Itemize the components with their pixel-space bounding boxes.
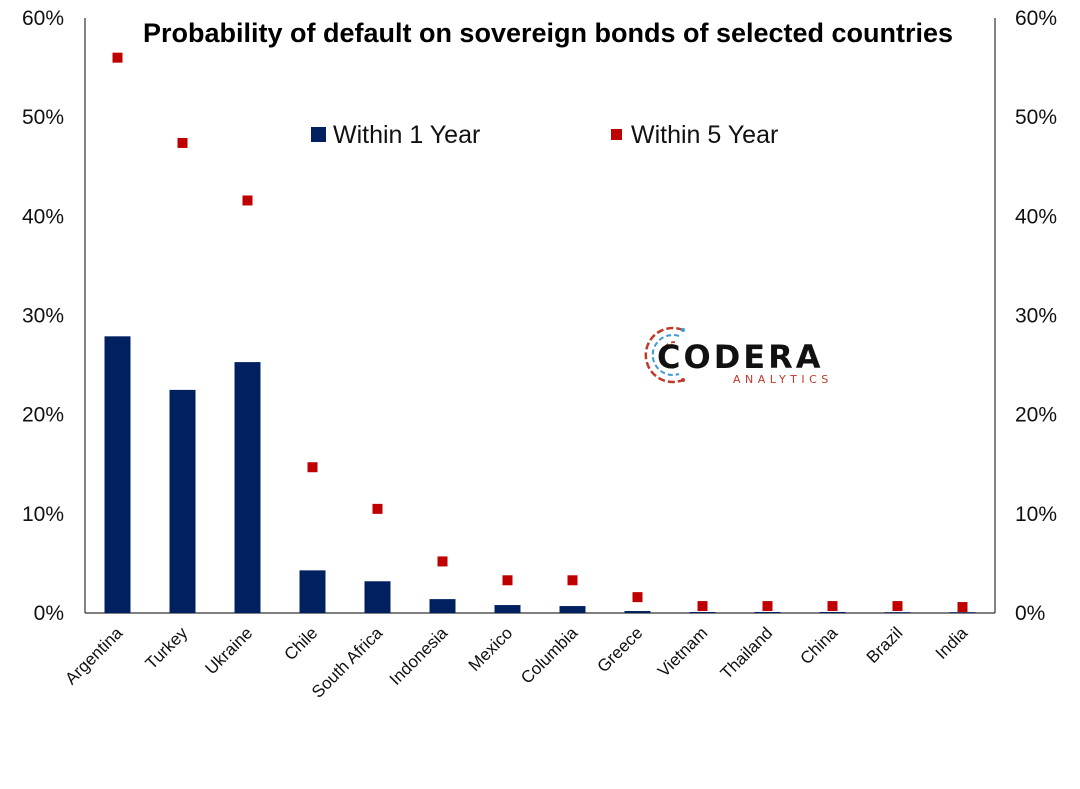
category-label: Argentina (61, 623, 126, 688)
category-label: Thailand (717, 623, 777, 683)
left-axis-ticks: 0% 10% 20% 30% 40% 50% 60% (22, 7, 64, 625)
bar (364, 581, 391, 613)
category-label: Mexico (465, 623, 517, 675)
codera-logo: CODERA ANALYTICS (644, 326, 833, 386)
y-tick-label: 20% (22, 404, 64, 427)
y-tick-label: 30% (22, 305, 64, 328)
marker-point (632, 592, 643, 603)
category-label: Indonesia (386, 623, 452, 689)
y2-tick-label: 60% (1015, 7, 1057, 30)
legend-item-within-1-year: Within 1 Year (311, 121, 480, 149)
y2-tick-label: 20% (1015, 404, 1057, 427)
bar (884, 612, 911, 613)
axes (84, 18, 996, 614)
bar (689, 612, 716, 613)
marker-series (112, 52, 968, 613)
legend-swatch-marker (611, 129, 622, 140)
marker-point (242, 195, 253, 206)
bar (169, 389, 196, 613)
y-tick-label: 40% (22, 205, 64, 228)
category-label: Chile (280, 623, 321, 664)
y-tick-label: 0% (34, 602, 64, 625)
y-tick-label: 10% (22, 503, 64, 526)
category-label: Vietnam (654, 623, 711, 680)
bar (949, 612, 976, 613)
marker-point (567, 575, 578, 586)
legend-item-within-5-year: Within 5 Year (611, 121, 778, 149)
marker-point (957, 602, 968, 613)
y-tick-label: 50% (22, 106, 64, 129)
marker-point (502, 575, 513, 586)
marker-point (112, 52, 123, 63)
chart-title: Probability of default on sovereign bond… (143, 18, 953, 48)
marker-point (697, 601, 708, 612)
category-label: Brazil (863, 623, 906, 666)
y2-tick-label: 10% (1015, 503, 1057, 526)
legend: Within 1 Year Within 5 Year (311, 121, 778, 149)
marker-point (437, 556, 448, 567)
bar (624, 611, 651, 613)
marker-point (892, 601, 903, 612)
bar (299, 570, 326, 613)
y2-tick-label: 0% (1015, 602, 1045, 625)
marker-point (762, 601, 773, 612)
logo-tagline: ANALYTICS (733, 373, 833, 386)
legend-label-within-5-year: Within 5 Year (631, 121, 778, 149)
bar (494, 605, 521, 613)
bar (104, 336, 131, 613)
y2-tick-label: 40% (1015, 205, 1057, 228)
bar-series (104, 336, 976, 613)
bar (559, 606, 586, 613)
category-label: Turkey (142, 623, 192, 673)
category-label: Columbia (517, 623, 582, 688)
marker-point (307, 462, 318, 473)
bar (819, 612, 846, 613)
y2-tick-label: 30% (1015, 305, 1057, 328)
logo-mark-icon (644, 326, 685, 384)
bar (429, 599, 456, 613)
category-label: India (932, 623, 972, 663)
bar (754, 612, 781, 613)
y-tick-label: 60% (22, 7, 64, 30)
right-axis-ticks: 0% 10% 20% 30% 40% 50% 60% (1015, 7, 1057, 625)
bar (234, 362, 261, 613)
marker-point (177, 137, 188, 148)
category-label: China (796, 623, 841, 668)
legend-label-within-1-year: Within 1 Year (333, 121, 480, 149)
category-label: Greece (593, 623, 646, 676)
category-label: South Africa (308, 623, 387, 702)
y2-tick-label: 50% (1015, 106, 1057, 129)
legend-swatch-bar (311, 127, 326, 142)
category-label: Ukraine (201, 623, 256, 678)
marker-point (827, 601, 838, 612)
logo-name: CODERA (657, 338, 824, 376)
marker-point (372, 503, 383, 514)
